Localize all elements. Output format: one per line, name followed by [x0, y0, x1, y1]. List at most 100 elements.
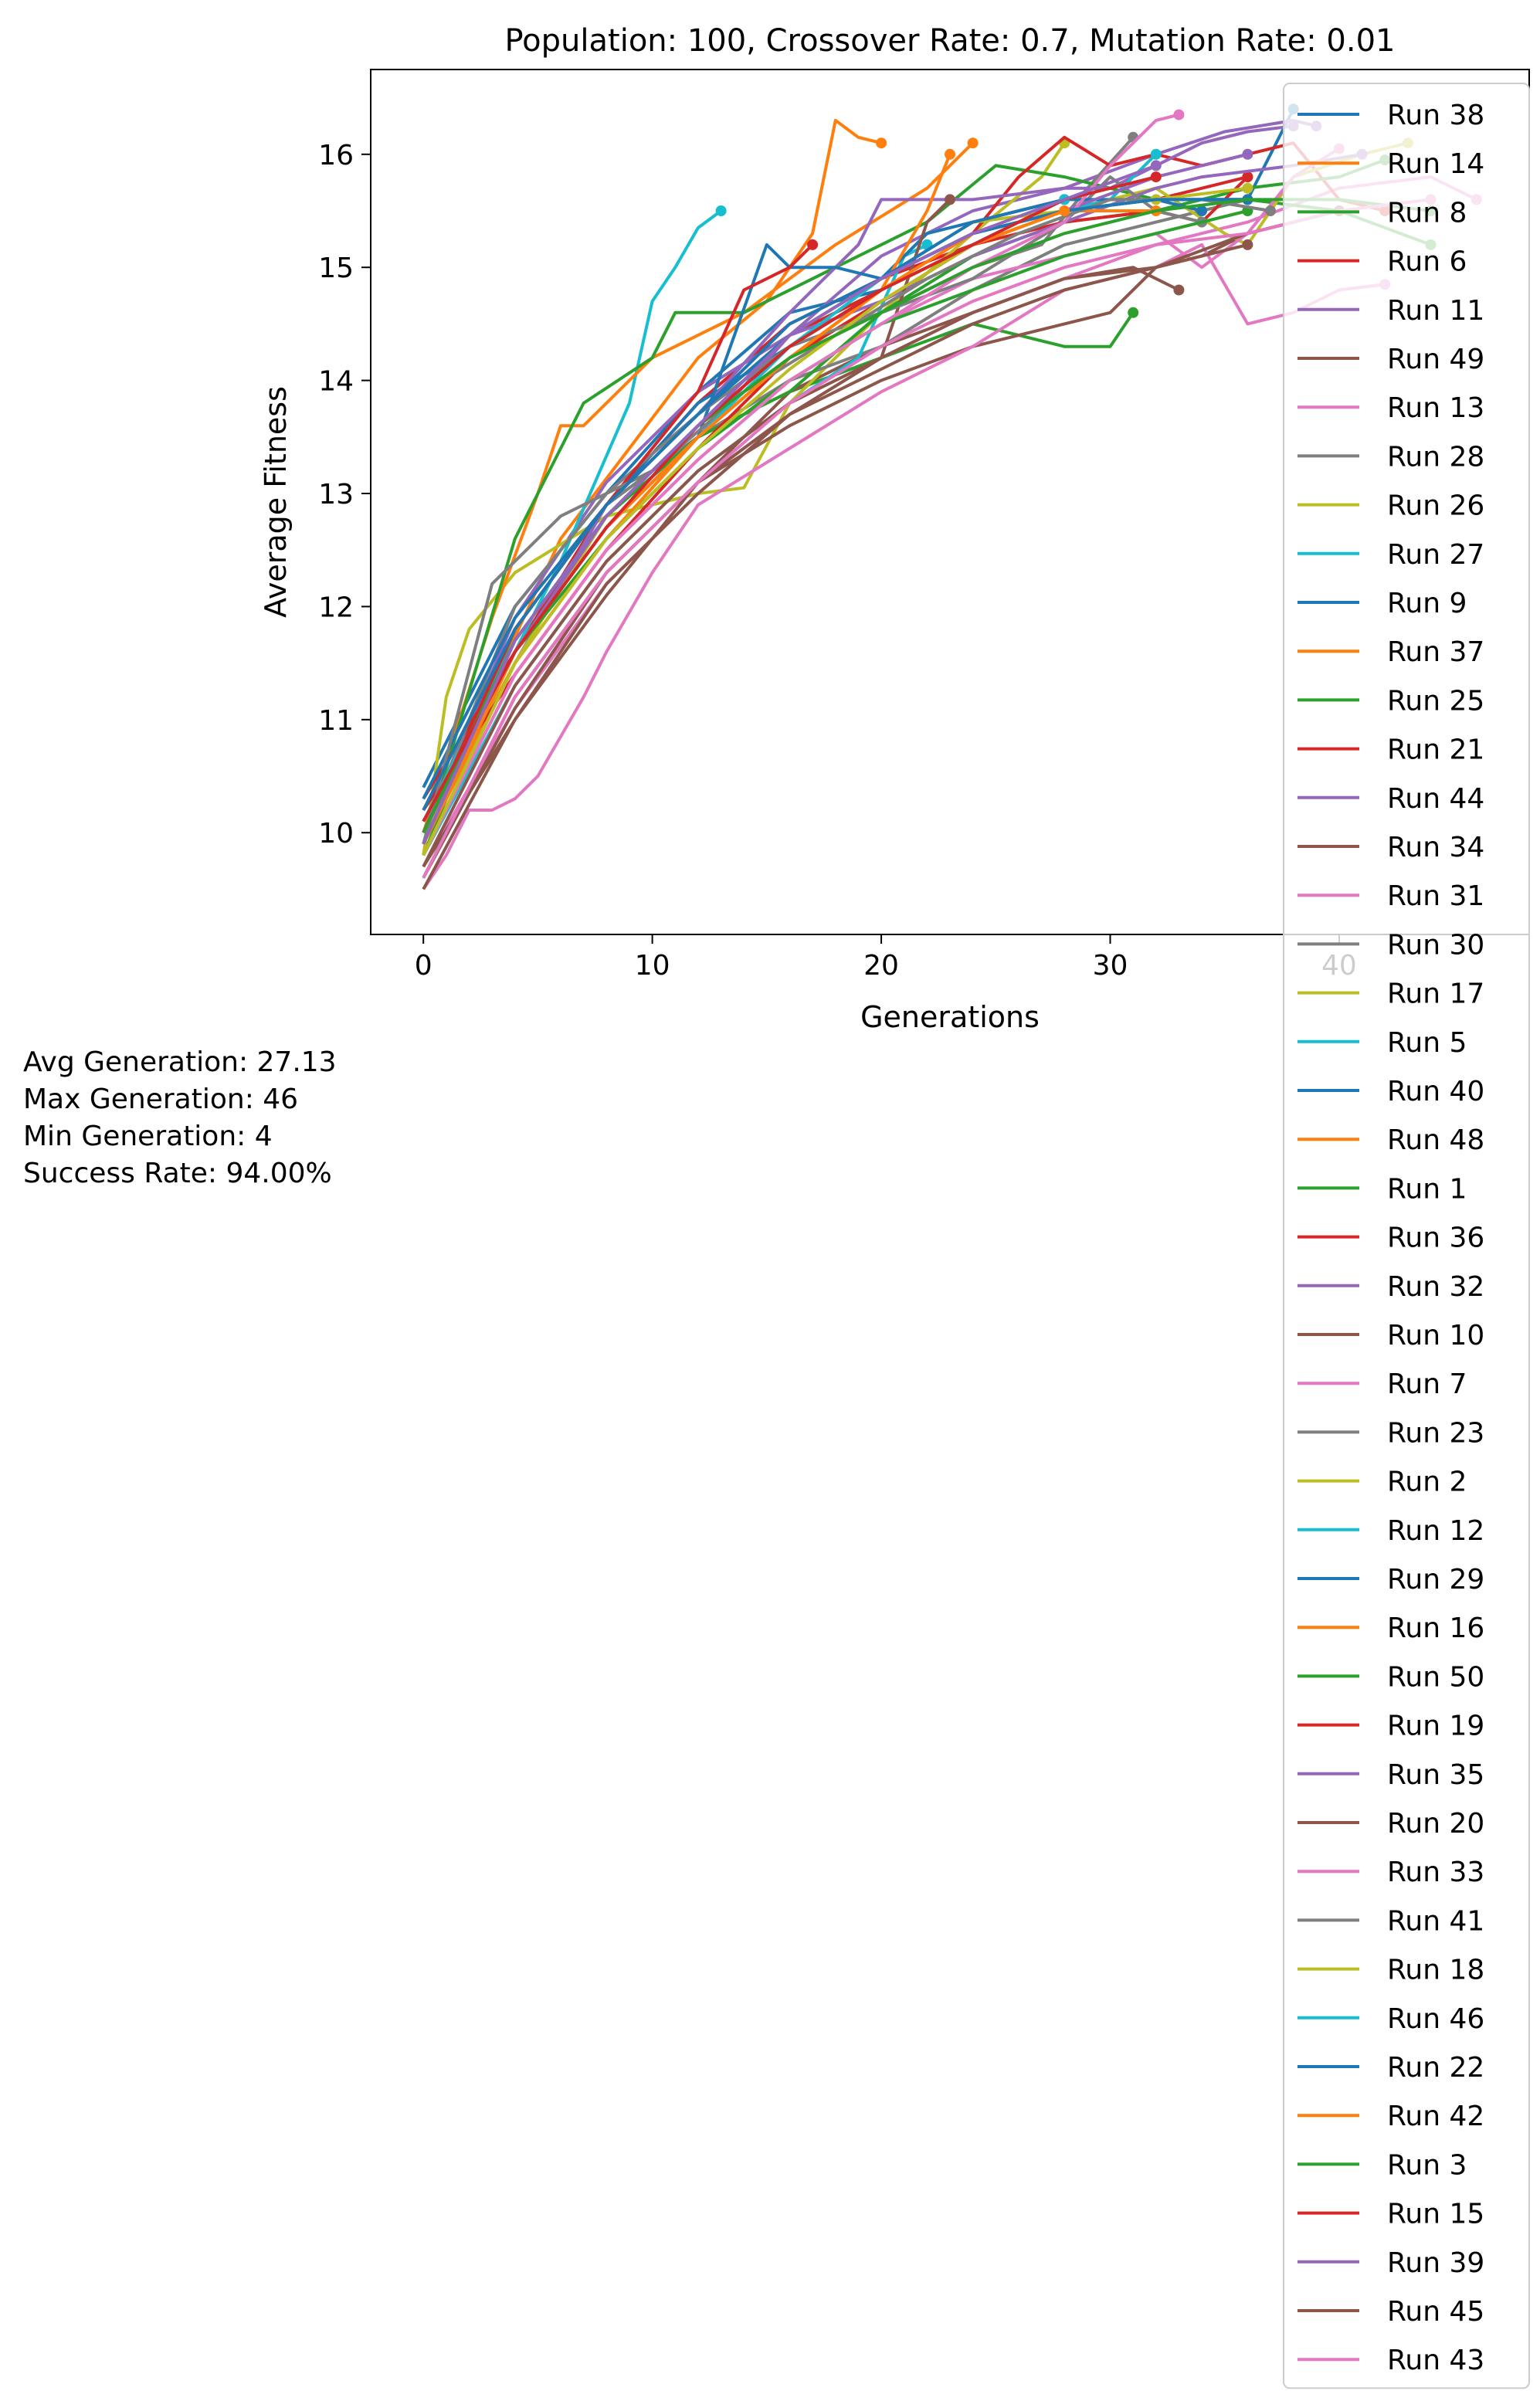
series-line-run-33 [422, 113, 1179, 856]
legend-label-run-15: Run 15 [1387, 2199, 1484, 2230]
legend-label-run-42: Run 42 [1387, 2101, 1484, 2132]
chart-title: Population: 100, Crossover Rate: 0.7, Mu… [504, 23, 1395, 59]
legend-label-run-37: Run 37 [1387, 636, 1484, 668]
legend-label-run-12: Run 12 [1387, 1515, 1484, 1547]
legend-label-run-3: Run 3 [1387, 2149, 1467, 2181]
legend-label-run-36: Run 36 [1387, 1223, 1484, 1254]
legend-label-run-50: Run 50 [1387, 1661, 1484, 1693]
legend-label-run-39: Run 39 [1387, 2247, 1484, 2279]
series-line-run-45 [422, 209, 1340, 890]
series-endpoint-run-49 [1173, 284, 1185, 296]
series-line-run-15 [422, 175, 1157, 822]
legend-label-run-46: Run 46 [1387, 2003, 1484, 2035]
series-endpoint-run-37 [967, 137, 979, 149]
legend-label-run-17: Run 17 [1387, 978, 1484, 1010]
summary-stats: Avg Generation: 27.13 Max Generation: 46… [23, 1044, 337, 1192]
series-lines [422, 103, 1482, 890]
series-endpoint-run-12 [1150, 148, 1162, 160]
legend-label-run-19: Run 19 [1387, 1711, 1484, 1742]
legend-label-run-38: Run 38 [1387, 100, 1484, 131]
series-endpoint-run-33 [1173, 109, 1185, 120]
y-tick-label: 10 [318, 818, 354, 850]
legend-label-run-35: Run 35 [1387, 1759, 1484, 1791]
legend-label-run-14: Run 14 [1387, 148, 1484, 180]
legend-label-run-43: Run 43 [1387, 2345, 1484, 2376]
series-endpoint-run-8 [1128, 307, 1139, 318]
legend-box [1283, 83, 1530, 2389]
x-tick-label: 0 [415, 950, 432, 982]
series-endpoint-run-14 [876, 137, 887, 149]
legend-label-run-40: Run 40 [1387, 1076, 1484, 1107]
y-tick-label: 12 [318, 592, 354, 623]
series-endpoint-run-41 [1265, 205, 1276, 216]
legend-label-run-49: Run 49 [1387, 344, 1484, 375]
legend-label-run-28: Run 28 [1387, 441, 1484, 473]
y-tick-label: 14 [318, 366, 354, 398]
legend-label-run-44: Run 44 [1387, 783, 1484, 815]
legend-label-run-13: Run 13 [1387, 392, 1484, 424]
y-tick-label: 13 [318, 479, 354, 510]
legend-label-run-11: Run 11 [1387, 295, 1484, 327]
avg-generation-text: Avg Generation: 27.13 [23, 1046, 337, 1078]
series-endpoint-run-20 [1242, 239, 1253, 250]
series-line-run-20 [422, 242, 1248, 868]
series-endpoint-run-27 [715, 205, 727, 216]
x-tick-label: 10 [635, 950, 670, 982]
series-line-run-9 [422, 198, 1248, 811]
legend-label-run-9: Run 9 [1387, 588, 1467, 619]
series-line-run-1 [422, 158, 1386, 834]
series-line-run-43 [422, 198, 1431, 879]
series-endpoint-run-42 [1059, 205, 1070, 216]
series-line-run-26 [422, 142, 1066, 856]
series-endpoint-run-29 [1196, 205, 1208, 216]
x-axis-label: Generations [860, 1000, 1040, 1034]
legend-label-run-48: Run 48 [1387, 1124, 1484, 1156]
legend-label-run-2: Run 2 [1387, 1467, 1467, 1498]
legend-label-run-26: Run 26 [1387, 490, 1484, 522]
series-endpoint-run-39 [1150, 160, 1162, 171]
legend: Run 38 Run 14 Run 8 Run 6 Run 11 Run 49 Run 13… [1283, 83, 1530, 2389]
legend-label-run-6: Run 6 [1387, 246, 1467, 278]
legend-label-run-30: Run 30 [1387, 929, 1484, 961]
x-tick-label: 30 [1093, 950, 1128, 982]
legend-label-run-18: Run 18 [1387, 1955, 1484, 1986]
legend-label-run-1: Run 1 [1387, 1173, 1467, 1205]
y-tick-label: 11 [318, 705, 354, 737]
series-endpoint-run-36 [1242, 171, 1253, 183]
y-tick-label: 15 [318, 253, 354, 284]
legend-label-run-31: Run 31 [1387, 880, 1484, 912]
legend-label-run-7: Run 7 [1387, 1368, 1467, 1400]
series-endpoint-run-10 [945, 194, 955, 205]
series-endpoint-run-35 [1242, 148, 1253, 160]
series-line-run-2 [422, 186, 1248, 845]
legend-label-run-25: Run 25 [1387, 685, 1484, 717]
series-line-run-10 [422, 198, 951, 879]
legend-label-run-21: Run 21 [1387, 734, 1484, 766]
legend-label-run-29: Run 29 [1387, 1564, 1484, 1596]
x-tick-label: 20 [863, 950, 899, 982]
series-endpoint-run-15 [1150, 171, 1162, 183]
series-line-run-6 [422, 175, 1248, 822]
legend-label-run-27: Run 27 [1387, 539, 1484, 571]
series-line-run-37 [422, 141, 975, 833]
legend-label-run-23: Run 23 [1387, 1417, 1484, 1449]
legend-label-run-45: Run 45 [1387, 2296, 1484, 2328]
legend-label-run-41: Run 41 [1387, 1905, 1484, 1937]
series-line-run-22 [422, 198, 1248, 811]
legend-label-run-16: Run 16 [1387, 1613, 1484, 1644]
legend-label-run-34: Run 34 [1387, 832, 1484, 863]
series-line-run-44 [422, 124, 1294, 845]
series-endpoint-run-48 [945, 148, 955, 160]
series-endpoint-run-19 [807, 239, 819, 250]
max-generation-text: Max Generation: 46 [23, 1084, 299, 1115]
legend-label-run-33: Run 33 [1387, 1857, 1484, 1888]
legend-label-run-10: Run 10 [1387, 1320, 1484, 1351]
series-line-run-39 [422, 164, 1157, 845]
legend-label-run-5: Run 5 [1387, 1027, 1467, 1059]
min-generation-text: Min Generation: 4 [23, 1121, 273, 1152]
series-line-run-28 [422, 136, 1135, 845]
series-line-run-8 [422, 311, 1135, 856]
series-line-run-31 [422, 242, 1386, 890]
legend-label-run-20: Run 20 [1387, 1808, 1484, 1840]
